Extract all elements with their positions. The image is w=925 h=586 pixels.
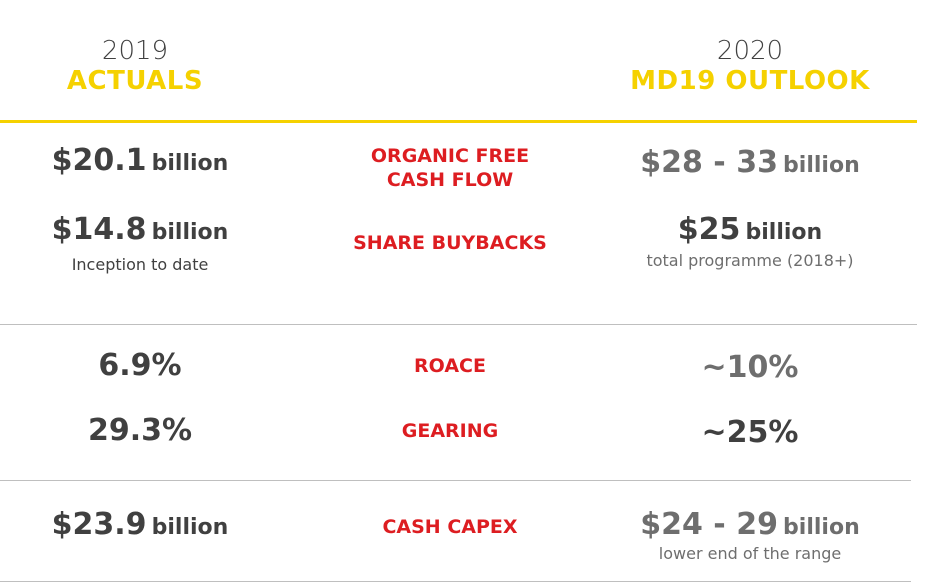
gearing-actual: 29.3% [0, 413, 280, 448]
roace-outlook: ~10% [600, 350, 900, 385]
actuals-year: 2019 [101, 36, 169, 66]
buybacks-label: SHARE BUYBACKS [353, 232, 547, 254]
ofcf-actual-unit: billion [151, 151, 229, 176]
capex-outlook-unit: billion [783, 515, 860, 540]
divider-1 [0, 324, 917, 325]
divider-3 [0, 581, 911, 582]
actuals-header: 2019 ACTUALS [0, 36, 270, 96]
actuals-title: ACTUALS [66, 66, 204, 96]
capex-outlook: $24 - 29 billion lower end of the range [600, 507, 900, 563]
buybacks-outlook: $25 billion total programme (2018+) [600, 212, 900, 270]
outlook-title: MD19 OUTLOOK [630, 66, 870, 96]
ofcf-label-line1: ORGANIC FREE [370, 145, 530, 167]
outlook-year: 2020 [716, 36, 784, 66]
ofcf-outlook-unit: billion [783, 153, 860, 178]
roace-label: ROACE [414, 355, 486, 377]
buybacks-outlook-note: total programme (2018+) [646, 251, 854, 270]
capex-actual-value: $23.9 [51, 507, 147, 542]
capex-actual-unit: billion [151, 515, 229, 540]
ofcf-label-line2: CASH FLOW [386, 169, 514, 191]
buybacks-actual-unit: billion [151, 220, 229, 245]
buybacks-actual-value: $14.8 [51, 212, 147, 247]
buybacks-outlook-unit: billion [745, 220, 823, 245]
capex-outlook-value: $24 - 29 [640, 507, 778, 542]
capex-actual: $23.9 billion [0, 507, 280, 542]
gearing-label: GEARING [401, 420, 499, 442]
buybacks-actual: $14.8 billion Inception to date [0, 212, 280, 274]
header-divider [0, 120, 917, 123]
buybacks-actual-note: Inception to date [71, 255, 209, 274]
ofcf-outlook: $28 - 33 billion [600, 145, 900, 180]
ofcf-actual-value: $20.1 [51, 143, 147, 178]
capex-label: CASH CAPEX [382, 516, 518, 538]
ofcf-actual: $20.1 billion [0, 143, 280, 178]
gearing-outlook: ~25% [600, 415, 900, 450]
roace-actual-value: 6.9% [98, 348, 182, 383]
buybacks-outlook-value: $25 [677, 212, 741, 247]
ofcf-label: ORGANIC FREE CASH FLOW [330, 144, 570, 192]
roace-outlook-value: ~10% [701, 350, 799, 385]
outlook-header: 2020 MD19 OUTLOOK [600, 36, 900, 96]
roace-actual: 6.9% [0, 348, 280, 383]
divider-2 [0, 480, 911, 481]
gearing-outlook-value: ~25% [701, 415, 799, 450]
ofcf-outlook-value: $28 - 33 [640, 145, 778, 180]
gearing-actual-value: 29.3% [87, 413, 193, 448]
capex-outlook-note: lower end of the range [658, 544, 842, 563]
